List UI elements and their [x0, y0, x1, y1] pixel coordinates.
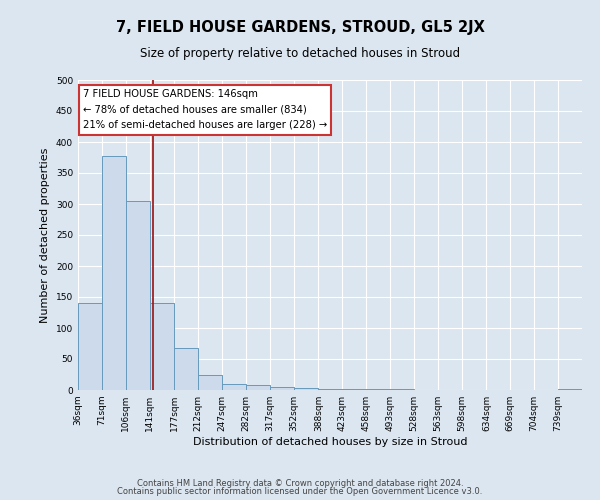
Text: Contains HM Land Registry data © Crown copyright and database right 2024.: Contains HM Land Registry data © Crown c… — [137, 478, 463, 488]
Bar — [174, 348, 198, 390]
X-axis label: Distribution of detached houses by size in Stroud: Distribution of detached houses by size … — [193, 437, 467, 447]
Bar — [126, 201, 150, 390]
Text: 7 FIELD HOUSE GARDENS: 146sqm
← 78% of detached houses are smaller (834)
21% of : 7 FIELD HOUSE GARDENS: 146sqm ← 78% of d… — [83, 90, 327, 130]
Text: 7, FIELD HOUSE GARDENS, STROUD, GL5 2JX: 7, FIELD HOUSE GARDENS, STROUD, GL5 2JX — [116, 20, 484, 35]
Bar — [558, 389, 582, 390]
Text: Contains public sector information licensed under the Open Government Licence v3: Contains public sector information licen… — [118, 487, 482, 496]
Bar — [294, 388, 318, 390]
Bar — [102, 156, 126, 390]
Text: Size of property relative to detached houses in Stroud: Size of property relative to detached ho… — [140, 48, 460, 60]
Bar — [270, 387, 294, 390]
Bar — [198, 375, 222, 390]
Bar — [150, 302, 173, 390]
Bar — [319, 389, 342, 390]
Bar — [246, 385, 270, 390]
Bar — [222, 384, 246, 390]
Bar — [78, 303, 102, 390]
Y-axis label: Number of detached properties: Number of detached properties — [40, 148, 50, 322]
